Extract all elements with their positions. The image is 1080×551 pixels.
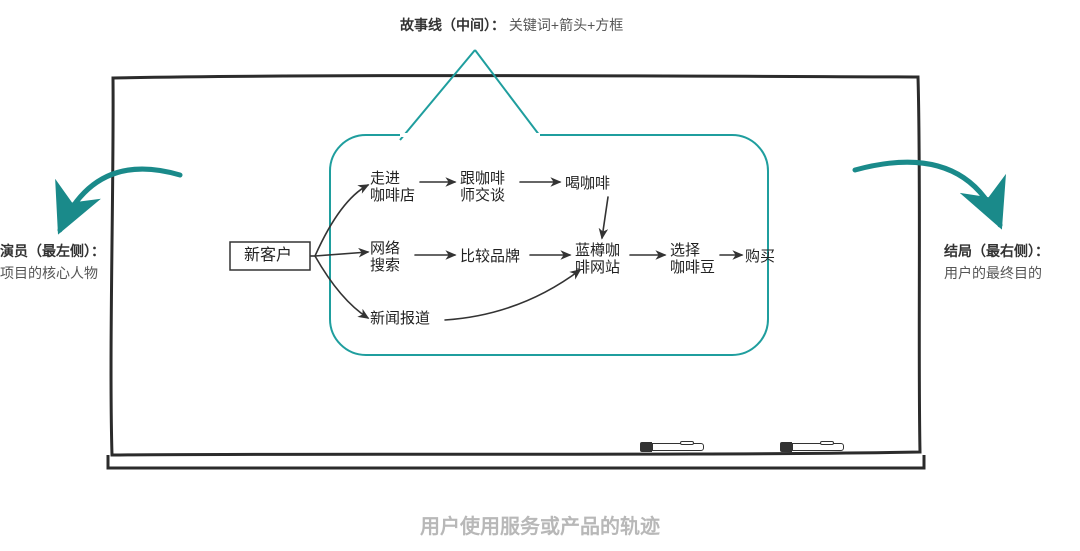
- node-news: 新闻报道: [370, 310, 430, 327]
- annotation-top-bold: 故事线（中间）：: [400, 17, 505, 33]
- node-site: 蓝樽咖 啡网站: [575, 242, 620, 277]
- node-choose: 选择 咖啡豆: [670, 242, 715, 277]
- annotation-right: 结局（最右侧）： 用户的最终目的: [944, 240, 1080, 285]
- node-drink: 喝咖啡: [565, 175, 610, 192]
- node-compare: 比较品牌: [460, 248, 520, 265]
- marker-icon: [640, 440, 710, 454]
- marker-icon: [780, 440, 850, 454]
- annotation-top: 故事线（中间）： 关键词+箭头+方框: [400, 14, 623, 36]
- annotation-left-text: 项目的核心人物: [0, 262, 130, 284]
- annotation-top-text: 关键词+箭头+方框: [509, 17, 623, 33]
- annotation-left-bold: 演员（最左侧）：: [0, 240, 130, 262]
- annotation-right-text: 用户的最终目的: [944, 262, 1080, 284]
- whiteboard-tray: [108, 455, 924, 468]
- node-barista: 跟咖啡 师交谈: [460, 170, 505, 205]
- diagram-canvas: [0, 0, 1080, 551]
- node-start-label: 新客户: [244, 247, 292, 265]
- annotation-right-bold: 结局（最右侧）：: [944, 240, 1080, 262]
- annotation-left: 演员（最左侧）： 项目的核心人物: [0, 240, 130, 285]
- caption-text: 用户使用服务或产品的轨迹: [0, 510, 1080, 539]
- node-web: 网络 搜索: [370, 240, 400, 275]
- node-walk-in: 走进 咖啡店: [370, 170, 415, 205]
- node-buy: 购买: [745, 248, 775, 265]
